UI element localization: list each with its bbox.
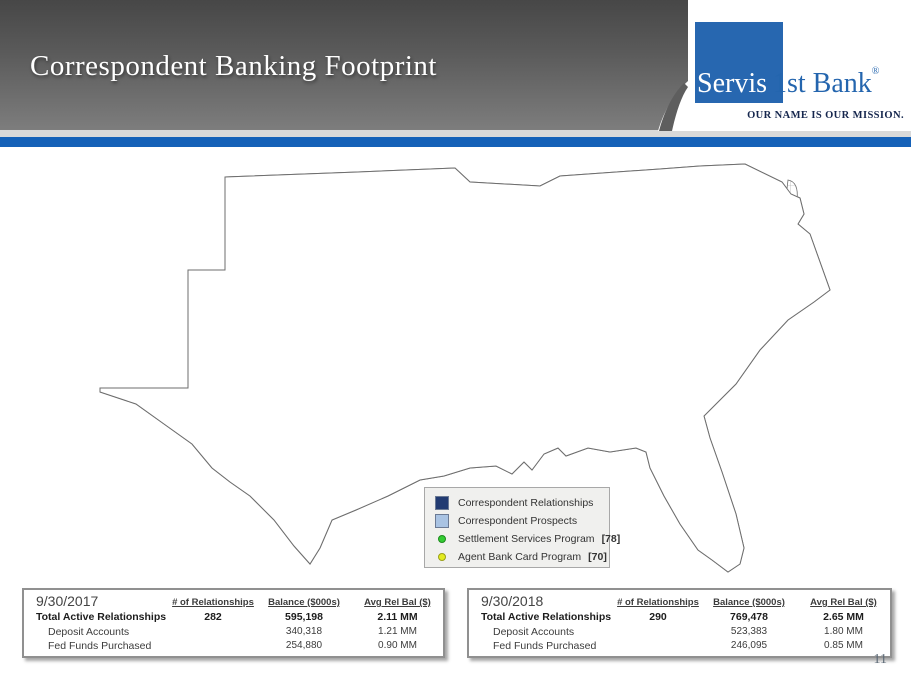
logo-blue-square <box>695 22 783 103</box>
legend-item-prospects: Correspondent Prospects <box>435 512 603 529</box>
row-label: Fed Funds Purchased <box>48 640 152 652</box>
row-relationships: 290 <box>649 611 667 623</box>
table-row: Deposit Accounts 523,383 1.80 MM <box>469 625 890 640</box>
map-legend: Correspondent Relationships Corresponden… <box>424 487 620 568</box>
row-label: Deposit Accounts <box>493 625 575 638</box>
row-label: Deposit Accounts <box>48 625 130 638</box>
row-balance: 595,198 <box>285 611 323 623</box>
row-balance: 523,383 <box>730 625 768 637</box>
legend-count: [70] <box>588 550 607 563</box>
registered-mark: ® <box>871 66 880 77</box>
page-number: 11 <box>873 652 887 667</box>
row-balance: 769,478 <box>730 611 768 623</box>
col-balance: Balance ($000s) <box>268 597 340 608</box>
row-avg: 1.80 MM <box>824 625 863 637</box>
row-label: Total Active Relationships <box>481 611 612 623</box>
settlement-dot-icon <box>438 534 446 543</box>
logo-wordmark: Servis 1st Bank® <box>697 66 879 100</box>
legend-count: [78] <box>601 532 621 545</box>
row-avg: 1.21 MM <box>378 625 417 637</box>
row-avg: 2.65 MM <box>823 611 864 623</box>
logo-word-servis: Servis <box>697 68 767 99</box>
row-relationships <box>170 639 256 654</box>
prospects-swatch-icon <box>435 513 449 528</box>
table-date: 9/30/2018 <box>481 593 544 609</box>
agent-dot-icon <box>438 552 446 561</box>
table-row: Fed Funds Purchased 254,880 0.90 MM <box>24 639 443 654</box>
table-row: Fed Funds Purchased 246,095 0.85 MM <box>469 639 890 654</box>
legend-label: Correspondent Relationships <box>458 496 594 509</box>
row-balance: 340,318 <box>285 625 323 637</box>
col-relationships: # of Relationships <box>172 597 254 608</box>
header-divider-blue <box>0 137 911 147</box>
legend-item-settlement: Settlement Services Program [78] <box>435 530 620 547</box>
footprint-map <box>99 163 831 573</box>
row-balance: 246,095 <box>730 640 768 651</box>
header-divider-light <box>0 130 911 137</box>
legend-item-relationships: Correspondent Relationships <box>435 494 603 511</box>
col-avg: Avg Rel Bal ($) <box>810 597 877 608</box>
servisfirst-logo: Servis 1st Bank® OUR NAME IS OUR MISSION. <box>658 0 911 131</box>
legend-label: Settlement Services Program <box>458 532 595 545</box>
table-row: Total Active Relationships 290 769,478 2… <box>469 610 890 625</box>
legend-item-agent: Agent Bank Card Program [70] <box>435 548 607 565</box>
row-label: Total Active Relationships <box>36 611 167 623</box>
table-row: Total Active Relationships 282 595,198 2… <box>24 610 443 625</box>
slide-title: Correspondent Banking Footprint <box>30 50 437 82</box>
row-label: Fed Funds Purchased <box>493 640 597 652</box>
legend-label: Agent Bank Card Program <box>458 550 582 563</box>
table-2018-header: 9/30/2018 # of Relationships Balance ($0… <box>469 593 890 610</box>
legend-label: Correspondent Prospects <box>458 514 578 527</box>
row-balance: 254,880 <box>285 640 323 651</box>
row-avg: 0.90 MM <box>378 640 417 651</box>
logo-swoosh-icon <box>658 81 688 131</box>
table-2018: 9/30/2018 # of Relationships Balance ($0… <box>467 588 892 658</box>
table-row: Deposit Accounts 340,318 1.21 MM <box>24 625 443 640</box>
table-2017-header: 9/30/2017 # of Relationships Balance ($0… <box>24 593 443 610</box>
logo-tagline: OUR NAME IS OUR MISSION. <box>747 110 904 121</box>
row-relationships <box>615 625 701 640</box>
row-avg: 0.85 MM <box>824 640 863 651</box>
col-balance: Balance ($000s) <box>713 597 785 608</box>
col-avg: Avg Rel Bal ($) <box>364 597 431 608</box>
logo-word-1stbank: 1st Bank <box>773 68 872 99</box>
relationships-swatch-icon <box>435 495 449 510</box>
row-relationships: 282 <box>204 611 222 623</box>
table-2017: 9/30/2017 # of Relationships Balance ($0… <box>22 588 445 658</box>
row-relationships <box>170 625 256 640</box>
col-relationships: # of Relationships <box>617 597 699 608</box>
row-relationships <box>615 639 701 654</box>
table-date: 9/30/2017 <box>36 593 99 609</box>
row-avg: 2.11 MM <box>377 611 418 623</box>
